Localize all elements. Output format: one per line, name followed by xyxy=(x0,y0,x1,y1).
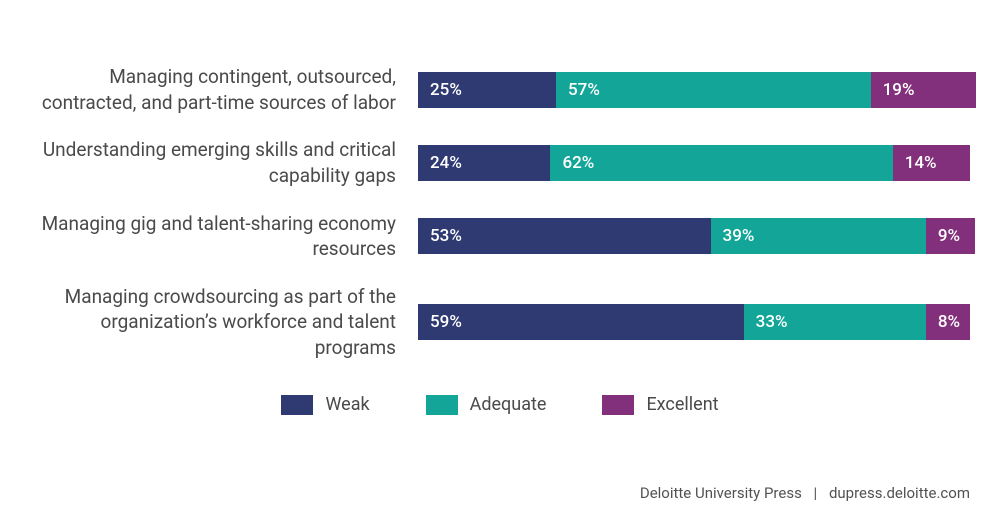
segment-excellent: 19% xyxy=(871,72,976,108)
bar-row: Understanding emerging skills and critic… xyxy=(30,137,970,188)
legend-item-adequate: Adequate xyxy=(426,394,547,415)
segment-adequate: 57% xyxy=(556,72,871,108)
segment-adequate: 62% xyxy=(550,145,892,181)
segment-excellent: 9% xyxy=(926,218,976,254)
segment-weak: 25% xyxy=(418,72,556,108)
bar-row: Managing contingent, outsourced, contrac… xyxy=(30,64,970,115)
row-label: Understanding emerging skills and critic… xyxy=(30,137,418,188)
legend-label: Weak xyxy=(325,394,369,415)
segment-excellent: 14% xyxy=(893,145,970,181)
legend: Weak Adequate Excellent xyxy=(0,394,1000,415)
bar: 24% 62% 14% xyxy=(418,145,970,181)
row-label: Managing crowdsourcing as part of the or… xyxy=(30,284,418,361)
bar: 25% 57% 19% xyxy=(418,72,970,108)
legend-item-excellent: Excellent xyxy=(602,394,718,415)
attribution-site: dupress.deloitte.com xyxy=(829,484,970,502)
stacked-bar-chart: Managing contingent, outsourced, contrac… xyxy=(30,64,970,383)
legend-label: Adequate xyxy=(470,394,547,415)
segment-weak: 53% xyxy=(418,218,711,254)
attribution: Deloitte University Press | dupress.delo… xyxy=(640,484,970,502)
legend-item-weak: Weak xyxy=(281,394,369,415)
row-label: Managing contingent, outsourced, contrac… xyxy=(30,64,418,115)
segment-weak: 24% xyxy=(418,145,550,181)
bar-row: Managing gig and talent-sharing economy … xyxy=(30,211,970,262)
legend-swatch-adequate xyxy=(426,395,458,415)
bar: 59% 33% 8% xyxy=(418,304,970,340)
segment-weak: 59% xyxy=(418,304,744,340)
segment-excellent: 8% xyxy=(926,304,970,340)
attribution-source: Deloitte University Press xyxy=(640,484,802,502)
segment-adequate: 39% xyxy=(711,218,926,254)
legend-swatch-excellent xyxy=(602,395,634,415)
legend-swatch-weak xyxy=(281,395,313,415)
row-label: Managing gig and talent-sharing economy … xyxy=(30,211,418,262)
bar: 53% 39% 9% xyxy=(418,218,970,254)
bar-row: Managing crowdsourcing as part of the or… xyxy=(30,284,970,361)
attribution-separator: | xyxy=(814,484,818,502)
segment-adequate: 33% xyxy=(744,304,926,340)
legend-label: Excellent xyxy=(646,394,718,415)
